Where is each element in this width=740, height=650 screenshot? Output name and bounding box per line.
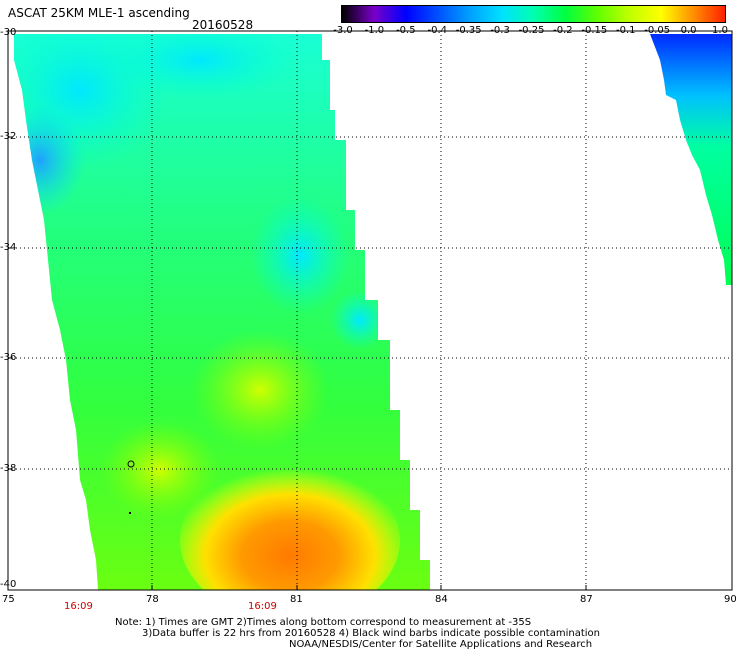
lat-label: -34 — [0, 242, 17, 253]
lat-label: -38 — [0, 463, 17, 474]
colorbar-tick-label: -0.4 — [427, 25, 448, 36]
colorbar-tick-label: -0.1 — [615, 25, 636, 36]
colorbar-tick-label: -0.25 — [518, 25, 545, 36]
wind-barb-marker — [127, 460, 135, 468]
lat-label: -40 — [0, 579, 17, 590]
colorbar-tick-label: -0.2 — [553, 25, 573, 36]
wind-barb-marker — [129, 512, 131, 514]
colorbar-tick-label: -0.15 — [581, 25, 608, 36]
colorbar-tick-label: -0.35 — [455, 25, 482, 36]
lat-label: -32 — [0, 131, 17, 142]
lat-label: -30 — [0, 27, 17, 38]
lon-label: 90 — [724, 594, 737, 605]
colorbar-tick-label: -3.0 — [333, 25, 353, 36]
plot-date: 20160528 — [192, 18, 254, 32]
lon-label: 87 — [580, 594, 593, 605]
map-frame — [7, 30, 733, 591]
colorbar-labels: -3.0 -1.0 -0.5 -0.4 -0.35 -0.3 -0.25 -0.2 -0.15-… — [330, 25, 740, 39]
colorbar-tick-label: -0.05 — [644, 25, 671, 36]
footnote: Note: 1) Times are GMT 2)Times along bot… — [115, 617, 600, 650]
colorbar-tick-label: -1.0 — [364, 25, 385, 36]
plot-title: ASCAT 25KM MLE-1 ascending — [8, 6, 190, 20]
latitude-gridlines — [8, 136, 732, 470]
lon-label: 75 — [2, 594, 15, 605]
lat-label: -36 — [0, 352, 17, 363]
note-line: Note: 1) Times are GMT 2)Times along bot… — [115, 617, 532, 628]
time-label: 16:09 — [248, 601, 277, 612]
lon-label: 84 — [435, 594, 448, 605]
swath-east — [650, 34, 732, 285]
tick-marks — [8, 136, 587, 590]
swath-west — [14, 34, 430, 590]
time-label: 16:09 — [64, 601, 93, 612]
colorbar-tick-label: -0.5 — [396, 25, 416, 36]
lon-label: 81 — [290, 594, 303, 605]
colorbar-tick-label: 1.0 — [712, 25, 728, 36]
colorbar-tick-label: -0.3 — [490, 25, 510, 36]
note-line: 3)Data buffer is 22 hrs from 20160528 4)… — [142, 628, 600, 639]
colorbar-tick-label: 0.0 — [680, 25, 697, 36]
note-line: NOAA/NESDIS/Center for Satellite Applica… — [289, 639, 593, 650]
colorbar — [341, 5, 726, 23]
lon-label: 78 — [146, 594, 159, 605]
